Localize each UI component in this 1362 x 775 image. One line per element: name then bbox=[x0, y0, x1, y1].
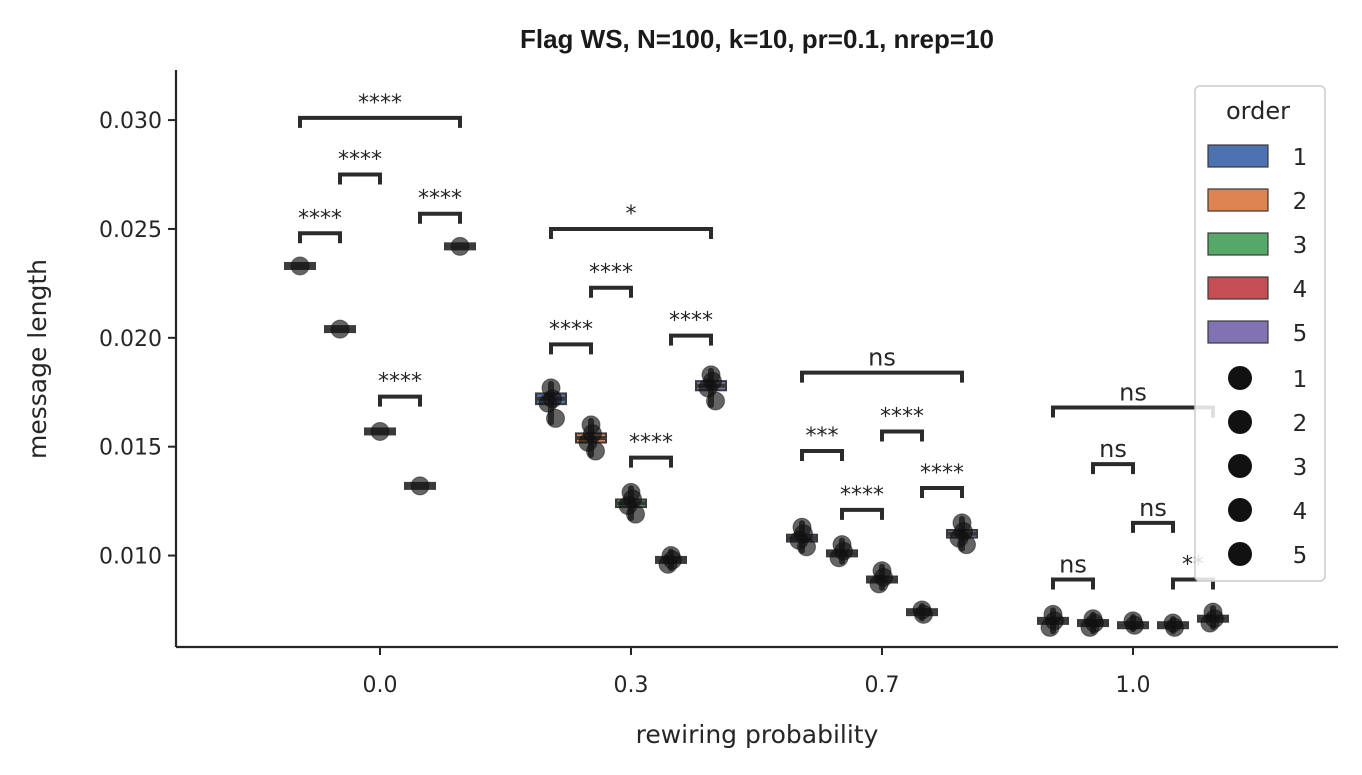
legend-patch-label: 4 bbox=[1293, 277, 1308, 303]
point-series-4 bbox=[658, 554, 678, 574]
plot-area bbox=[284, 236, 1229, 637]
y-tick-label: 0.025 bbox=[99, 218, 162, 243]
legend-marker-label: 2 bbox=[1293, 411, 1308, 437]
significance-label: **** bbox=[298, 206, 342, 231]
point-series-5 bbox=[706, 391, 725, 411]
significance-bracket bbox=[629, 455, 673, 468]
point-series-1 bbox=[290, 256, 310, 276]
point-series-4 bbox=[1165, 617, 1184, 637]
legend-patch-5 bbox=[1207, 320, 1269, 344]
significance-label: **** bbox=[920, 461, 964, 486]
significance-label: **** bbox=[338, 148, 382, 173]
significance-label: **** bbox=[358, 91, 402, 116]
significance-label: ns bbox=[1059, 551, 1087, 579]
significance-bracket bbox=[298, 231, 342, 244]
x-tick-label: 0.3 bbox=[614, 673, 649, 698]
legend-marker-label: 4 bbox=[1293, 499, 1308, 525]
significance-bracket bbox=[549, 342, 593, 355]
point-series-2 bbox=[586, 441, 605, 461]
significance-bracket bbox=[1091, 462, 1135, 475]
y-tick-label: 0.030 bbox=[99, 109, 162, 134]
significance-label: **** bbox=[549, 317, 593, 342]
significance-label: ns bbox=[1139, 494, 1167, 522]
legend-marker-3 bbox=[1228, 454, 1252, 478]
y-tick-label: 0.010 bbox=[99, 545, 162, 570]
significance-bracket bbox=[1171, 577, 1215, 590]
significance-bracket bbox=[1051, 577, 1095, 590]
point-series-4 bbox=[914, 604, 933, 624]
significance-bracket bbox=[800, 449, 844, 462]
point-series-5 bbox=[1200, 613, 1220, 633]
point-series-1 bbox=[1040, 617, 1060, 637]
legend-patch-label: 1 bbox=[1293, 145, 1308, 171]
point-series-1 bbox=[538, 393, 558, 413]
legend-marker-1 bbox=[1228, 366, 1252, 390]
y-tick-label: 0.020 bbox=[99, 327, 162, 352]
significance-label: **** bbox=[378, 370, 422, 395]
significance-label: ns bbox=[1099, 435, 1127, 463]
significance-bracket bbox=[338, 172, 382, 185]
point-series-3 bbox=[370, 421, 390, 441]
significance-label: ns bbox=[868, 344, 896, 372]
significance-label: **** bbox=[669, 309, 713, 334]
legend-patch-2 bbox=[1207, 188, 1269, 212]
legend-patch-4 bbox=[1207, 276, 1269, 300]
point-series-1 bbox=[797, 537, 816, 557]
significance-bracket bbox=[1131, 520, 1175, 533]
point-series-2 bbox=[1080, 617, 1100, 637]
point-series-2 bbox=[330, 319, 350, 339]
legend-marker-label: 1 bbox=[1293, 367, 1308, 393]
y-axis: 0.010 0.015 0.020 0.025 0.030 bbox=[99, 70, 178, 647]
legend-marker-4 bbox=[1228, 498, 1252, 522]
x-axis-label: rewiring probability bbox=[636, 720, 879, 749]
legend-patch-3 bbox=[1207, 232, 1269, 256]
significance-label: ns bbox=[1119, 378, 1147, 406]
point-series-3 bbox=[1125, 615, 1144, 635]
significance-label: *** bbox=[806, 424, 839, 449]
point-series-5 bbox=[957, 535, 976, 555]
significance-bracket bbox=[669, 333, 713, 346]
y-tick-label: 0.015 bbox=[99, 436, 162, 461]
point-series-3 bbox=[869, 574, 889, 594]
significance-bracket bbox=[840, 507, 884, 520]
significance-annotations: ************************************* ***… bbox=[298, 91, 1215, 590]
significance-bracket bbox=[418, 211, 462, 224]
significance-bracket bbox=[1051, 405, 1215, 418]
point-series-5 bbox=[450, 236, 470, 256]
significance-bracket bbox=[920, 486, 964, 499]
legend-marker-label: 5 bbox=[1293, 543, 1308, 569]
x-axis: 0.0 0.3 0.7 1.0 bbox=[176, 645, 1338, 698]
y-axis-label: message length bbox=[23, 259, 52, 459]
legend-patch-label: 5 bbox=[1293, 321, 1308, 347]
significance-label: * bbox=[626, 202, 637, 227]
legend-patch-label: 3 bbox=[1293, 233, 1308, 259]
x-tick-label: 0.0 bbox=[363, 673, 398, 698]
legend-patch-1 bbox=[1207, 144, 1269, 168]
legend-marker-5 bbox=[1228, 542, 1252, 566]
significance-bracket bbox=[549, 226, 713, 239]
significance-bracket bbox=[589, 285, 633, 298]
legend-marker-label: 3 bbox=[1293, 455, 1308, 481]
significance-label: **** bbox=[589, 261, 633, 286]
significance-label: **** bbox=[629, 431, 673, 456]
x-tick-label: 0.7 bbox=[865, 673, 900, 698]
point-series-3 bbox=[626, 504, 645, 524]
significance-label: **** bbox=[880, 404, 924, 429]
legend-patch-label: 2 bbox=[1293, 189, 1308, 215]
significance-bracket bbox=[378, 394, 422, 407]
significance-label: **** bbox=[418, 187, 462, 212]
significance-bracket bbox=[800, 370, 964, 383]
point-series-4 bbox=[410, 476, 430, 496]
significance-bracket bbox=[880, 429, 924, 442]
x-tick-label: 1.0 bbox=[1116, 673, 1151, 698]
point-series-1 bbox=[546, 408, 565, 428]
significance-label: **** bbox=[840, 483, 884, 508]
legend-marker-2 bbox=[1228, 410, 1252, 434]
legend-title: order bbox=[1226, 97, 1290, 125]
significance-bracket bbox=[298, 115, 462, 128]
chart-title: Flag WS, N=100, k=10, pr=0.1, nrep=10 bbox=[520, 24, 994, 54]
point-series-2 bbox=[829, 548, 849, 568]
